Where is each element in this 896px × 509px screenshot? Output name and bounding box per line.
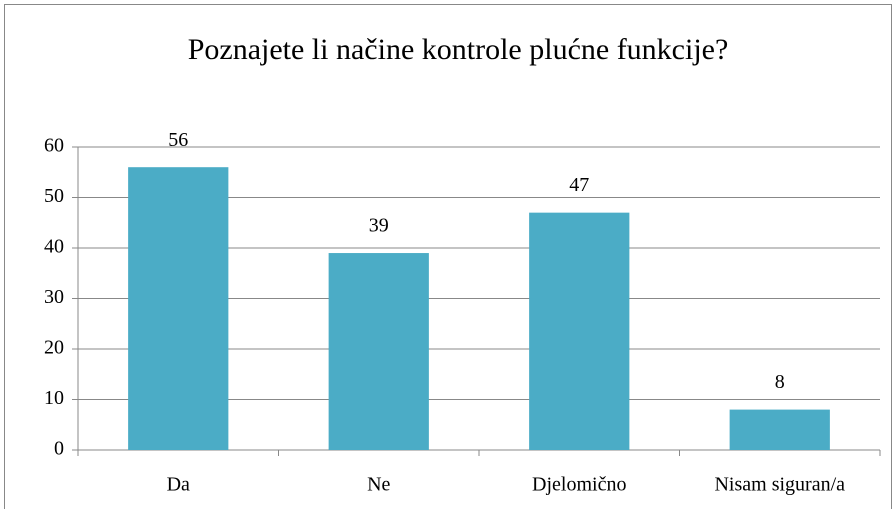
data-label: 56 — [168, 129, 188, 151]
y-tick-label: 40 — [44, 236, 64, 258]
x-tick-label: Djelomično — [532, 474, 626, 496]
data-label: 39 — [369, 215, 389, 237]
bar — [729, 409, 830, 450]
bar — [529, 212, 630, 450]
bar — [128, 167, 229, 450]
y-tick-label: 30 — [44, 286, 64, 308]
x-tick-label: Ne — [367, 474, 390, 496]
y-tick-label: 50 — [44, 185, 64, 207]
y-tick-label: 60 — [44, 135, 64, 157]
y-tick-label: 20 — [44, 337, 64, 359]
bar — [328, 253, 429, 450]
data-label: 47 — [569, 174, 589, 196]
x-tick-label: Nisam siguran/a — [714, 474, 845, 496]
x-tick-label: Da — [167, 474, 190, 496]
chart-title: Poznajete li načine kontrole plućne funk… — [188, 33, 729, 66]
data-label: 8 — [775, 371, 785, 393]
y-tick-label: 10 — [44, 387, 64, 409]
y-tick-label: 0 — [54, 438, 64, 460]
